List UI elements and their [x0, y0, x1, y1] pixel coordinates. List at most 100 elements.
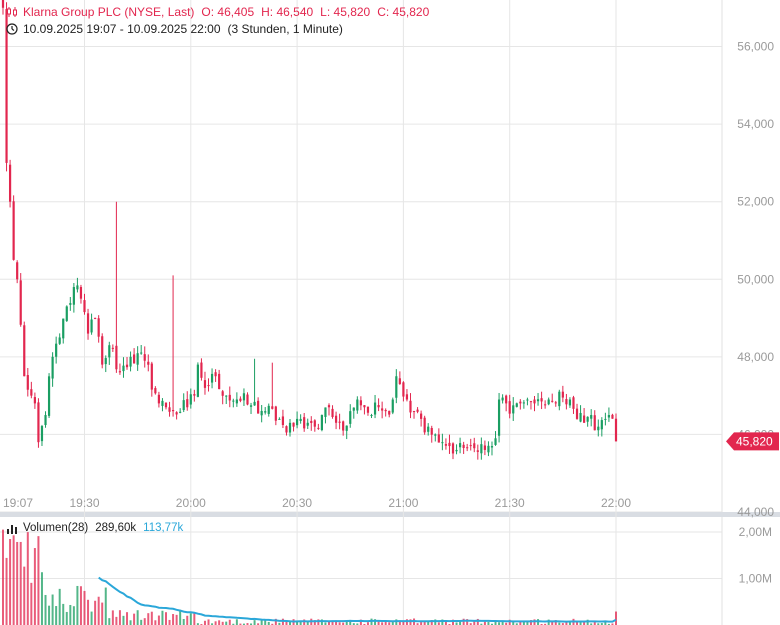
candle	[327, 403, 331, 416]
volume-bar	[345, 621, 348, 625]
volume-bar	[164, 612, 167, 625]
candle	[529, 400, 533, 410]
candle	[65, 305, 68, 322]
volume-bar	[526, 621, 529, 625]
candle	[306, 418, 309, 430]
candle	[19, 273, 22, 327]
volume-bar	[143, 618, 146, 625]
time-tick-label: 21:30	[495, 496, 525, 510]
volume-bar	[356, 623, 359, 625]
candle	[285, 425, 288, 436]
volume-bar	[65, 611, 68, 625]
volume-bar	[441, 619, 444, 625]
candle	[402, 381, 405, 402]
volume-bar	[289, 620, 292, 625]
candle	[203, 371, 207, 395]
candle	[111, 344, 114, 352]
volume-bar	[225, 621, 228, 625]
volume-bar	[604, 620, 607, 625]
candle	[143, 346, 146, 368]
candle	[575, 403, 579, 420]
price-tick-label: 56,000	[737, 40, 774, 54]
volume-bar	[430, 620, 433, 625]
candle	[512, 397, 515, 421]
volume-bar	[26, 532, 29, 625]
candle	[458, 437, 462, 454]
candle	[264, 407, 267, 415]
volume-bar	[558, 622, 561, 625]
candle	[12, 195, 15, 261]
candle	[44, 411, 47, 428]
candle	[129, 351, 132, 372]
candle	[171, 275, 175, 417]
volume-bar	[444, 621, 447, 625]
volume-bar	[576, 621, 579, 625]
volume-bar	[498, 622, 501, 625]
candle	[51, 352, 54, 387]
volume-bar	[483, 621, 486, 625]
candle	[441, 433, 444, 451]
candle	[466, 443, 469, 452]
candle	[40, 424, 44, 446]
candle	[398, 371, 401, 385]
candle	[16, 260, 19, 284]
volume-bar	[476, 618, 479, 625]
candle	[420, 410, 423, 427]
volume-bar	[250, 623, 253, 625]
candle	[140, 344, 143, 355]
volume-value: 289,60k	[95, 522, 137, 534]
time-range-header: 10.09.2025 19:07 - 10.09.2025 22:00 (3 S…	[6, 22, 350, 36]
volume-bar	[320, 619, 323, 625]
volume-bar	[5, 557, 8, 625]
close-value: C: 45,820	[377, 5, 430, 19]
volume-bar	[9, 538, 12, 625]
candle	[225, 395, 228, 405]
candle	[334, 411, 338, 430]
candle	[292, 422, 295, 432]
volume-bar	[157, 615, 160, 625]
candle	[133, 348, 136, 364]
volume-bar	[193, 612, 196, 625]
time-gridlines	[83, 0, 617, 625]
volume-ma-value: 113,77k	[143, 522, 184, 534]
volume-bar	[51, 594, 54, 625]
volume-bar	[44, 594, 47, 625]
volume-bar	[62, 603, 65, 625]
candle	[79, 284, 83, 304]
candle	[257, 397, 260, 414]
candle	[430, 425, 433, 443]
candle	[150, 361, 153, 397]
volume-bar	[115, 616, 118, 625]
candle	[86, 308, 90, 340]
candle	[253, 358, 256, 406]
candle	[373, 394, 377, 419]
volume-bar	[384, 621, 387, 625]
volume-bar	[317, 619, 320, 625]
volume-bar	[487, 622, 490, 625]
candle	[310, 416, 313, 431]
candle	[583, 408, 586, 423]
volume-bar	[299, 621, 302, 625]
candle	[345, 425, 348, 440]
candle	[381, 401, 384, 419]
candle	[412, 410, 416, 419]
candle	[508, 394, 511, 419]
volume-bar	[554, 620, 557, 625]
candle	[614, 413, 618, 442]
volume-bar	[335, 620, 338, 625]
volume-bar	[469, 623, 472, 625]
volume-bar	[568, 620, 571, 625]
time-tick-label: 19:07	[3, 496, 33, 510]
candle	[55, 336, 58, 364]
candle	[288, 419, 292, 437]
volume-bar	[377, 621, 380, 625]
candle	[469, 438, 472, 451]
candle	[189, 388, 192, 409]
volume-bar	[313, 620, 316, 625]
candle	[218, 369, 221, 390]
volume-bar	[551, 621, 554, 625]
volume-bar	[196, 623, 199, 625]
volume-bars	[2, 529, 617, 625]
candle	[295, 411, 299, 429]
volume-bar	[395, 619, 398, 625]
